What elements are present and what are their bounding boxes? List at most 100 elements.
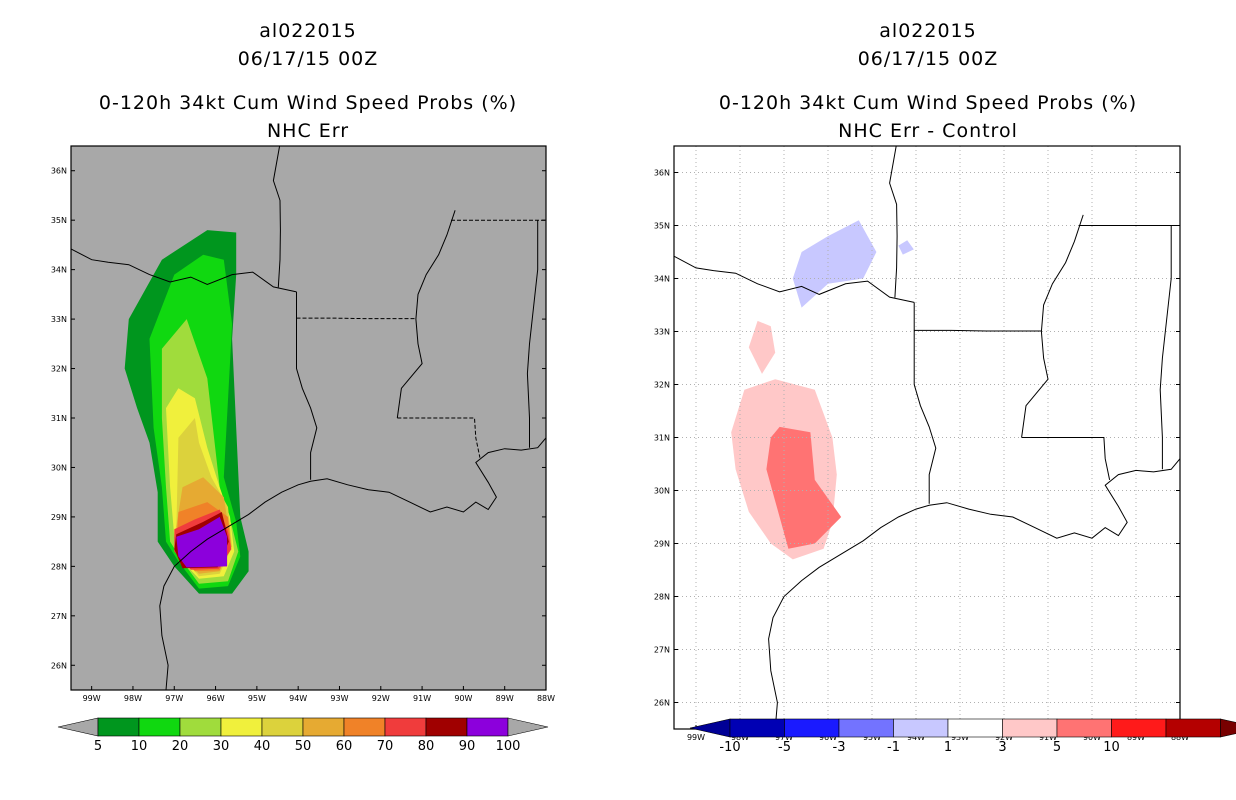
x-tick-label: 92W xyxy=(995,733,1013,742)
y-tick-label: 32N xyxy=(654,381,670,390)
colorbar-swatch xyxy=(838,718,894,738)
border-ok-ar xyxy=(889,146,898,298)
colorbar-label: -5 xyxy=(778,740,791,755)
border-ar-la xyxy=(914,329,1042,332)
colorbar-label: 50 xyxy=(295,739,312,754)
colorbar-label: 100 xyxy=(496,739,521,754)
x-tick-label: 91W xyxy=(413,694,431,703)
colorbar-high-arrow xyxy=(1220,718,1236,738)
x-tick-label: 94W xyxy=(907,733,925,742)
y-tick-label: 34N xyxy=(654,275,670,284)
colorbar-label: 10 xyxy=(131,739,148,754)
border-red-river xyxy=(674,255,915,303)
x-tick-label: 89W xyxy=(1127,733,1145,742)
y-tick-label: 26N xyxy=(51,661,67,670)
colorbar-label: 5 xyxy=(1053,740,1061,755)
contour-level--1-0 xyxy=(792,220,877,308)
x-tick-label: 99W xyxy=(83,694,101,703)
colorbar-swatch xyxy=(302,717,345,737)
border-ar-la xyxy=(296,317,416,320)
x-tick-label: 98W xyxy=(731,733,749,742)
y-tick-label: 35N xyxy=(51,216,67,225)
colorbar-label: 3 xyxy=(998,740,1006,755)
colorbar-label: 90 xyxy=(459,739,476,754)
colorbar-label: 80 xyxy=(418,739,435,754)
left-chart-subtitle: NHC Err xyxy=(266,120,350,142)
colorbar-swatch xyxy=(893,718,949,738)
y-tick-label: 32N xyxy=(51,365,67,374)
y-tick-label: 36N xyxy=(654,169,670,178)
mississippi-river xyxy=(1021,214,1084,438)
x-tick-label: 96W xyxy=(819,733,837,742)
x-tick-label: 95W xyxy=(863,733,881,742)
colorbar-label: 1 xyxy=(944,740,952,755)
right-chart-title: 0-120h 34kt Cum Wind Speed Probs (%) xyxy=(718,92,1138,114)
border-ms-al xyxy=(1159,225,1172,470)
colorbar-label: -10 xyxy=(719,740,740,755)
colorbar-swatch xyxy=(261,717,304,737)
x-tick-label: 96W xyxy=(207,694,225,703)
colorbar: -10 -5 -3 -1 1 3 5 10 xyxy=(689,718,1236,755)
y-tick-label: 35N xyxy=(654,222,670,231)
border-tx-la xyxy=(913,302,937,504)
colorbar-label: 30 xyxy=(213,739,230,754)
x-tick-label: 95W xyxy=(248,694,266,703)
colorbar-swatch xyxy=(1002,718,1058,738)
colorbar: 5 10 20 30 40 50 60 70 80 90 100 xyxy=(57,717,549,754)
x-tick-label: 88W xyxy=(1171,733,1189,742)
x-tick-label: 90W xyxy=(454,694,472,703)
y-tick-label: 33N xyxy=(51,315,67,324)
y-tick-label: 30N xyxy=(654,487,670,496)
y-tick-label: 28N xyxy=(654,593,670,602)
y-tick-label: 30N xyxy=(51,463,67,472)
contour-level-1-2 xyxy=(748,320,776,374)
y-tick-label: 33N xyxy=(654,328,670,337)
y-tick-label: 29N xyxy=(51,513,67,522)
colorbar-label: -3 xyxy=(833,740,846,755)
colorbar-label: 60 xyxy=(336,739,353,754)
contour-level-3-4 xyxy=(766,426,842,549)
colorbar-label: 70 xyxy=(377,739,394,754)
colorbar-swatch xyxy=(179,717,222,737)
x-tick-label: 93W xyxy=(951,733,969,742)
x-tick-label: 94W xyxy=(289,694,307,703)
colorbar-swatch xyxy=(729,718,785,738)
coastline xyxy=(159,437,546,690)
y-tick-label: 27N xyxy=(654,646,670,655)
colorbar-low-arrow xyxy=(57,717,99,737)
x-tick-label: 98W xyxy=(124,694,142,703)
x-tick-label: 93W xyxy=(330,694,348,703)
y-tick-label: 31N xyxy=(654,434,670,443)
x-tick-label: 97W xyxy=(775,733,793,742)
y-tick-label: 28N xyxy=(51,562,67,571)
colorbar-swatch xyxy=(947,718,1003,738)
border-la-ms xyxy=(1021,437,1111,481)
y-tick-label: 34N xyxy=(51,266,67,275)
colorbar-swatch xyxy=(220,717,263,737)
border-la-ms xyxy=(397,417,481,458)
x-tick-label: 88W xyxy=(537,694,555,703)
x-tick-label: 99W xyxy=(687,733,705,742)
right-storm-id: al022015 xyxy=(879,20,977,42)
colorbar-label: 5 xyxy=(94,739,102,754)
y-tick-label: 36N xyxy=(51,167,67,176)
y-tick-label: 27N xyxy=(51,612,67,621)
coastline xyxy=(768,458,1180,729)
colorbar-swatch xyxy=(343,717,386,737)
border-tx-la xyxy=(296,291,318,480)
colorbar-swatch xyxy=(784,718,840,738)
colorbar-swatch xyxy=(1165,718,1221,738)
colorbar-swatch xyxy=(97,717,140,737)
contour-level-90-9 xyxy=(176,516,228,568)
left-chart-title: 0-120h 34kt Cum Wind Speed Probs (%) xyxy=(98,92,518,114)
colorbar-swatch xyxy=(1111,718,1167,738)
colorbar-swatch xyxy=(466,717,509,737)
mississippi-river xyxy=(396,210,456,419)
colorbar-label: 10 xyxy=(1103,740,1120,755)
border-red-river xyxy=(71,248,297,293)
x-tick-label: 90W xyxy=(1083,733,1101,742)
border-ok-ar xyxy=(272,146,281,288)
y-tick-label: 31N xyxy=(51,414,67,423)
colorbar-high-arrow xyxy=(507,717,549,737)
